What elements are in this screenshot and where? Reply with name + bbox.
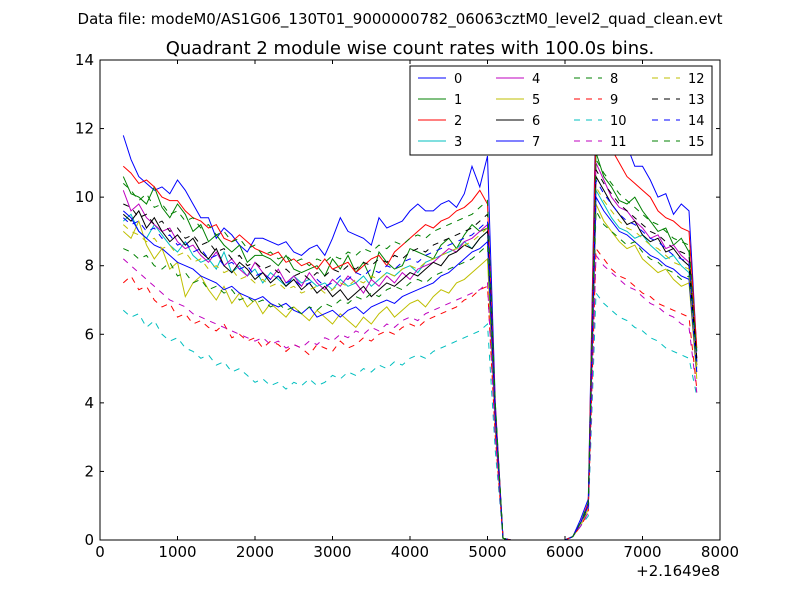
series-line-0: [122, 100, 698, 540]
legend-label-14: 14: [688, 114, 705, 129]
legend-label-9: 9: [610, 93, 618, 108]
legend-label-3: 3: [454, 135, 462, 150]
legend-label-5: 5: [532, 93, 540, 108]
series-line-3: [122, 188, 698, 540]
y-tick-label: 2: [84, 462, 94, 480]
y-tick-label: 4: [84, 394, 94, 412]
legend-label-11: 11: [610, 135, 627, 150]
y-tick-label: 0: [84, 531, 94, 549]
x-tick-label: 1000: [158, 543, 196, 561]
series-line-4: [122, 162, 698, 540]
series-line-15: [122, 157, 698, 540]
x-tick-label: 4000: [391, 543, 429, 561]
series-line-11: [122, 253, 698, 540]
x-tick-label: 7000: [623, 543, 661, 561]
y-tick-label: 14: [75, 51, 94, 69]
legend-label-13: 13: [688, 93, 705, 108]
legend-label-12: 12: [688, 72, 705, 87]
legend-label-7: 7: [532, 135, 540, 150]
legend-label-6: 6: [532, 114, 540, 129]
series-line-8: [123, 209, 698, 540]
series-line-10: [122, 291, 698, 540]
legend-label-8: 8: [610, 72, 618, 87]
x-tick-label: 5000: [468, 543, 506, 561]
series-line-12: [122, 185, 698, 540]
legend-frame: [409, 65, 713, 156]
series-line-1: [122, 152, 698, 540]
legend-label-2: 2: [454, 114, 462, 129]
x-tick-label: 3000: [313, 543, 351, 561]
x-tick-label: 2000: [236, 543, 274, 561]
y-tick-label: 8: [84, 257, 94, 275]
legend-label-4: 4: [532, 72, 540, 87]
y-tick-label: 10: [75, 188, 94, 206]
series-line-6: [122, 174, 698, 540]
chart-title: Quadrant 2 module wise count rates with …: [166, 38, 655, 59]
suptitle: Data file: modeM0/AS1G06_130T01_90000007…: [78, 10, 723, 29]
x-offset-label: +2.1649e8: [636, 562, 720, 580]
legend-label-10: 10: [610, 114, 627, 129]
series-line-9: [122, 247, 698, 540]
series-line-2: [122, 118, 698, 540]
x-tick-label: 6000: [546, 543, 584, 561]
x-tick-label: 8000: [701, 543, 739, 561]
axis-ticks: 0 1000 2000 3000 4000 5000 6000 7000 80000246810…: [75, 51, 739, 561]
series-line-14: [122, 178, 698, 540]
series-lines: [122, 100, 698, 540]
x-tick-label: 0: [95, 543, 105, 561]
legend-label-0: 0: [454, 72, 462, 87]
y-tick-label: 6: [84, 325, 94, 343]
series-line-7: [122, 195, 698, 540]
series-line-5: [122, 203, 698, 540]
y-tick-label: 12: [75, 120, 94, 138]
legend-label-15: 15: [688, 135, 705, 150]
legend-label-1: 1: [454, 93, 462, 108]
